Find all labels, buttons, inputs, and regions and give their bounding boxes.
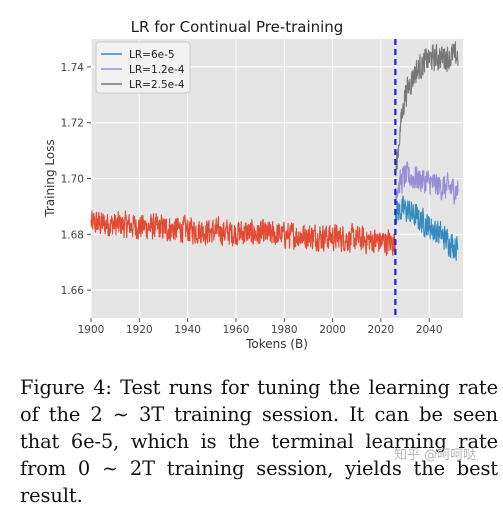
chart-title: LR for Continual Pre-training xyxy=(131,18,344,36)
series-layer xyxy=(90,41,459,261)
x-tick-label: 2000 xyxy=(319,324,346,336)
x-axis-label: Tokens (B) xyxy=(245,337,308,351)
series-line-0 xyxy=(90,210,396,256)
y-tick-label: 1.70 xyxy=(61,174,84,186)
x-tick-label: 2020 xyxy=(368,324,395,336)
legend-label: LR=2.5e-4 xyxy=(129,79,185,91)
figure-caption: Figure 4: Test runs for tuning the learn… xyxy=(20,376,498,507)
loss-chart: LR for Continual Pre-training 1900 1920 19… xyxy=(43,18,463,351)
legend-label: LR=1.2e-4 xyxy=(129,64,185,76)
x-ticks: 1900 1920 1940 1960 1980 2000 2020 2040 xyxy=(78,318,443,336)
y-tick-label: 1.74 xyxy=(61,62,85,74)
y-axis-label: Training Loss xyxy=(43,139,57,217)
y-tick-label: 1.68 xyxy=(61,229,84,241)
series-line-3 xyxy=(394,41,459,177)
y-ticks: 1.66 1.68 1.70 1.72 1.74 xyxy=(61,62,91,297)
x-tick-label: 1940 xyxy=(174,324,201,336)
legend-label: LR=6e-5 xyxy=(129,49,175,61)
x-tick-label: 1960 xyxy=(223,324,250,336)
series-line-1 xyxy=(394,195,459,261)
x-tick-label: 1920 xyxy=(126,324,153,336)
x-tick-label: 1900 xyxy=(78,324,105,336)
y-tick-label: 1.66 xyxy=(61,285,85,297)
x-tick-label: 1980 xyxy=(271,324,298,336)
y-tick-label: 1.72 xyxy=(61,118,84,130)
series-line-2 xyxy=(394,161,459,205)
legend: LR=6e-5 LR=1.2e-4 LR=2.5e-4 xyxy=(95,41,191,94)
x-tick-label: 2040 xyxy=(416,324,443,336)
watermark: 知乎 @呵呵哒 xyxy=(394,448,477,463)
